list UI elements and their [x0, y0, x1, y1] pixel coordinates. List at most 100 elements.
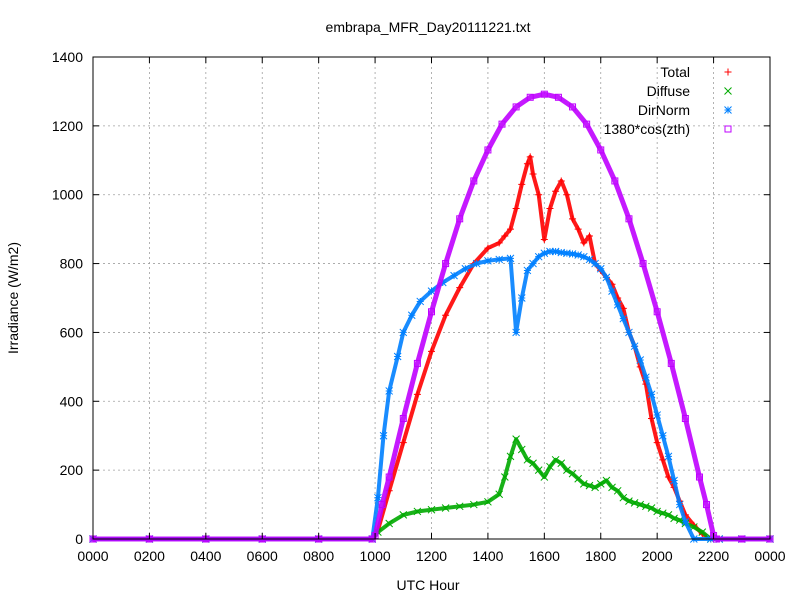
x-tick-label: 0000: [77, 548, 108, 564]
data-point-dirnorm: [596, 264, 605, 273]
data-point-diffuse: [427, 505, 436, 514]
data-point-1380-cos-zth: [484, 146, 492, 154]
data-point-diffuse: [540, 473, 549, 481]
data-point-dirnorm: [591, 259, 599, 268]
data-point-diffuse: [653, 507, 662, 516]
y-tick-label: 0: [75, 531, 83, 547]
y-tick-label: 400: [60, 393, 84, 409]
data-point-total: [399, 439, 407, 447]
data-point-dirnorm: [625, 328, 633, 337]
data-point-diffuse: [517, 445, 526, 454]
data-point-diffuse: [413, 507, 422, 516]
data-point-diffuse: [689, 523, 698, 531]
data-point-total: [569, 215, 577, 223]
legend-label: Diffuse: [647, 83, 691, 99]
data-point-1380-cos-zth: [540, 90, 548, 98]
data-point-dirnorm: [529, 259, 537, 268]
series-line-total: [91, 154, 772, 541]
data-point-diffuse: [495, 490, 504, 499]
data-point-1380-cos-zth: [456, 215, 464, 223]
data-point-dirnorm: [630, 342, 639, 351]
data-point-dirnorm: [427, 287, 436, 295]
x-tick-label: 1800: [585, 548, 616, 564]
data-point-diffuse: [551, 455, 560, 464]
data-point-diffuse: [630, 498, 639, 507]
data-point-total: [495, 239, 503, 247]
data-point-total: [442, 311, 450, 319]
y-tick-label: 1400: [52, 49, 83, 65]
data-point-total: [526, 153, 534, 161]
data-point-1380-cos-zth: [378, 501, 386, 509]
data-point-1380-cos-zth: [653, 308, 661, 316]
data-point-diffuse: [636, 500, 645, 509]
data-point-diffuse: [585, 481, 594, 490]
data-point-diffuse: [625, 497, 633, 505]
data-point-dirnorm: [438, 278, 447, 287]
data-point-dirnorm: [568, 250, 577, 258]
data-point-1380-cos-zth: [583, 120, 591, 128]
legend-marker-total: [724, 68, 732, 76]
data-point-diffuse: [484, 497, 492, 506]
data-point-diffuse: [512, 435, 520, 444]
y-axis-label: Irradiance (W/m2): [5, 242, 21, 354]
data-point-diffuse: [469, 500, 478, 509]
x-tick-label: 0600: [247, 548, 278, 564]
data-point-dirnorm: [506, 254, 515, 263]
data-point-1380-cos-zth: [413, 359, 421, 367]
legend-label: Total: [660, 64, 690, 80]
data-point-diffuse: [546, 462, 554, 471]
legend-label: DirNorm: [638, 102, 690, 118]
data-point-total: [529, 170, 537, 178]
series-line-dirnorm: [91, 249, 772, 541]
data-point-1380-cos-zth: [554, 93, 562, 101]
data-point-diffuse: [534, 466, 543, 474]
data-point-diffuse: [596, 480, 605, 488]
data-point-dirnorm: [393, 352, 402, 361]
data-point-dirnorm: [517, 294, 526, 302]
data-point-dirnorm: [574, 251, 583, 259]
data-point-diffuse: [658, 509, 667, 518]
x-axis-label: UTC Hour: [396, 577, 459, 593]
data-point-1380-cos-zth: [703, 501, 711, 509]
data-point-dirnorm: [461, 264, 470, 273]
data-point-diffuse: [608, 483, 616, 492]
data-point-dirnorm: [540, 249, 549, 258]
data-point-dirnorm: [636, 356, 645, 364]
y-tick-label: 200: [60, 462, 84, 478]
data-point-dirnorm: [495, 255, 504, 264]
data-point-dirnorm: [563, 249, 571, 258]
x-tick-label: 0800: [303, 548, 334, 564]
data-point-dirnorm: [546, 247, 554, 256]
y-tick-label: 800: [60, 256, 84, 272]
data-point-diffuse: [523, 455, 532, 464]
data-point-1380-cos-zth: [569, 103, 577, 111]
data-point-diffuse: [506, 452, 515, 461]
data-point-diffuse: [670, 514, 678, 523]
data-point-diffuse: [613, 486, 622, 495]
data-point-total: [585, 232, 593, 240]
data-point-dirnorm: [416, 297, 425, 306]
legend-marker-1380-cos-zth: [724, 125, 732, 133]
data-point-total: [580, 239, 588, 247]
data-point-1380-cos-zth: [611, 177, 619, 185]
data-point-1380-cos-zth: [442, 260, 450, 268]
data-point-total: [518, 180, 526, 188]
data-point-dirnorm: [484, 256, 492, 265]
data-point-1380-cos-zth: [597, 146, 605, 154]
y-tick-label: 1200: [52, 118, 83, 134]
data-point-dirnorm: [619, 314, 628, 323]
y-tick-label: 1000: [52, 187, 83, 203]
data-point-diffuse: [557, 459, 566, 468]
data-point-diffuse: [664, 511, 673, 519]
data-point-diffuse: [647, 504, 656, 512]
data-point-total: [563, 191, 571, 199]
data-point-total: [540, 235, 548, 243]
data-point-dirnorm: [557, 248, 566, 257]
data-point-dirnorm: [512, 328, 520, 337]
data-point-dirnorm: [664, 452, 673, 461]
chart-title: embrapa_MFR_Day20111221.txt: [326, 19, 531, 35]
data-point-total: [552, 187, 560, 195]
data-point-dirnorm: [602, 273, 611, 282]
data-point-total: [501, 232, 509, 240]
